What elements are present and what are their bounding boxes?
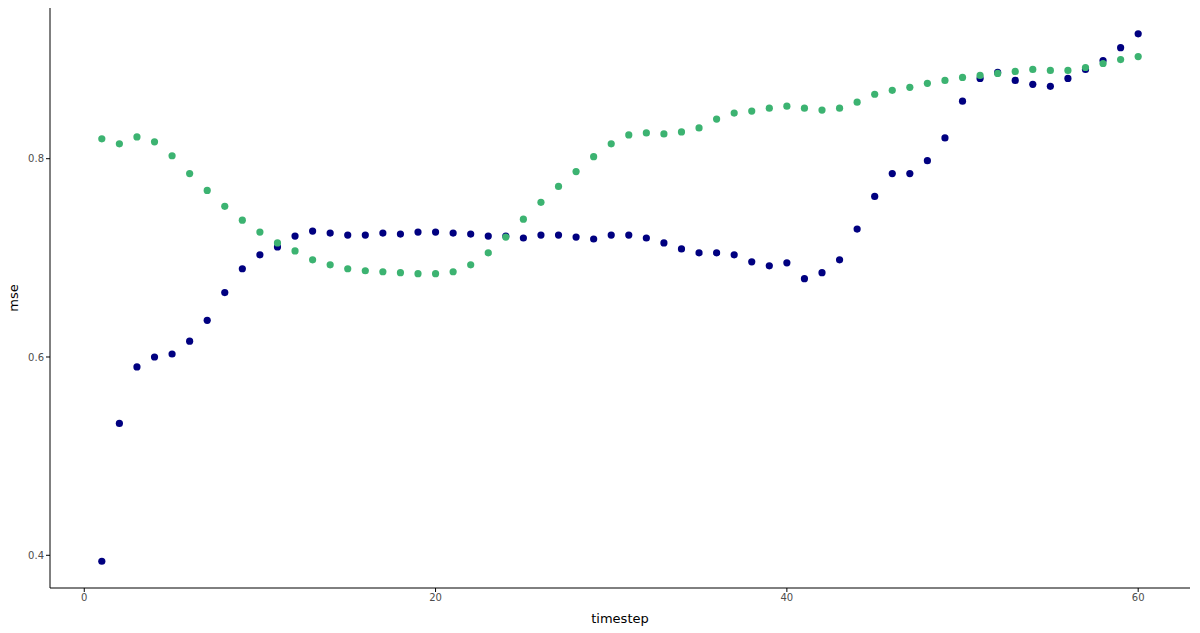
svg-text:40: 40 — [781, 592, 794, 603]
svg-text:0.4: 0.4 — [28, 550, 44, 561]
svg-text:0: 0 — [81, 592, 87, 603]
svg-text:mse: mse — [8, 284, 21, 311]
svg-text:0.6: 0.6 — [28, 352, 44, 363]
svg-text:20: 20 — [429, 592, 442, 603]
svg-text:timestep: timestep — [591, 611, 649, 626]
svg-text:60: 60 — [1132, 592, 1145, 603]
svg-text:0.8: 0.8 — [28, 153, 44, 164]
